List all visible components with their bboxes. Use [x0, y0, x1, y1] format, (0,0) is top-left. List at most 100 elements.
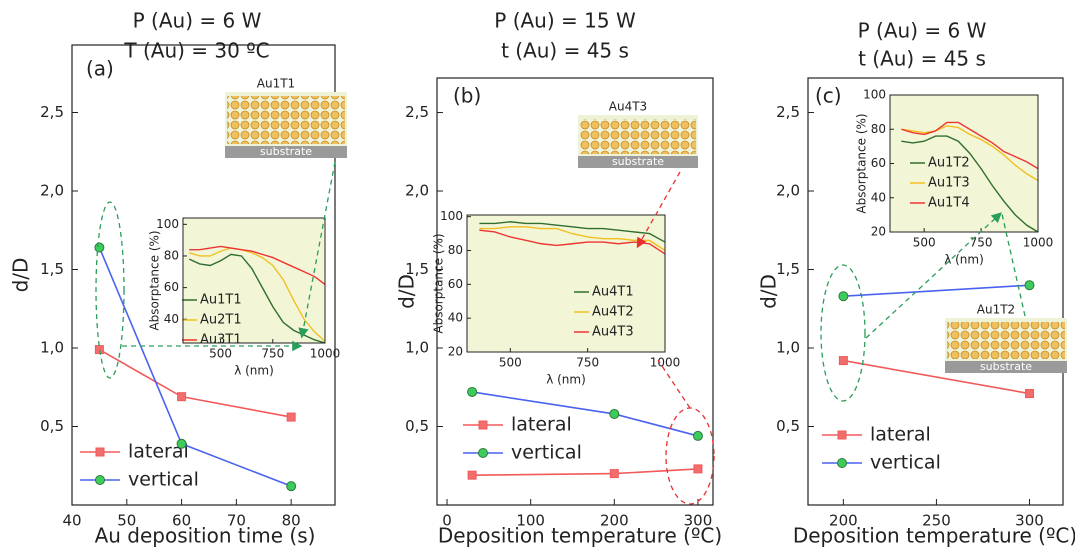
inset-background — [183, 218, 325, 343]
inset-legend-label: Au4T2 — [592, 305, 634, 320]
plot-frame — [807, 77, 1064, 506]
pointer — [865, 212, 1002, 339]
inset-y-label: Absorptance (%) — [432, 233, 446, 333]
y-tick-label: 2,0 — [405, 182, 429, 200]
inset-legend-label: Au1T4 — [928, 196, 970, 211]
x-tick-label: 0 — [442, 512, 452, 530]
highlight — [665, 407, 715, 505]
legend-label: vertical — [870, 452, 941, 474]
x-axis-label: Au deposition time (s) — [95, 524, 316, 548]
inset-legend-label: Au3T1 — [200, 333, 242, 348]
schematic-label: Au1T1 — [257, 77, 295, 91]
x-tick-label: 300 — [1015, 512, 1044, 530]
legend-marker — [837, 430, 847, 440]
legend-label: vertical — [128, 469, 199, 491]
spectrum-line — [901, 135, 1039, 233]
inset-legend-label: Au2T1 — [200, 313, 242, 328]
series-line — [843, 359, 1030, 395]
inset-legend-label: Au1T1 — [200, 293, 242, 308]
inset-x-tick-label: 1000 — [310, 347, 341, 361]
inset-x-label: λ (nm) — [944, 253, 984, 267]
legend-marker — [95, 475, 105, 485]
legend-marker — [478, 420, 488, 430]
schematic-label: Au1T2 — [977, 303, 1015, 317]
panel-label: (b) — [453, 84, 481, 108]
marker — [692, 430, 703, 441]
marker — [286, 481, 297, 492]
inset-frame — [182, 217, 326, 344]
marker — [467, 470, 477, 480]
y-tick-label: 2,0 — [776, 182, 800, 200]
legend-label: lateral — [128, 441, 189, 463]
inset-y-tick-label: 60 — [871, 156, 886, 170]
inset-legend-label: Au4T3 — [592, 325, 634, 340]
spectrum-line — [189, 247, 326, 342]
marker — [94, 345, 104, 355]
inset-background — [467, 215, 665, 352]
marker — [693, 464, 703, 474]
y-axis-label: d/D — [9, 258, 33, 293]
inset-x-label: λ (nm) — [546, 373, 586, 387]
inset-y-tick-label: 100 — [863, 88, 886, 102]
y-tick-label: 2,5 — [405, 103, 429, 121]
schematic-substrate — [225, 146, 347, 158]
x-tick-label: 40 — [62, 512, 81, 530]
y-axis-label: d/D — [757, 274, 781, 309]
inset-y-tick-label: 100 — [156, 217, 179, 231]
y-tick-label: 1,5 — [40, 260, 64, 278]
marker — [609, 469, 619, 479]
marker — [838, 356, 848, 366]
y-tick-label: 0,5 — [776, 417, 800, 435]
schematic-particles — [947, 322, 1065, 359]
title: T (Au) = 30 ºC — [123, 39, 269, 63]
spectrum-line — [479, 221, 666, 243]
x-tick-label: 80 — [282, 512, 301, 530]
schematic-label: Au4T3 — [609, 100, 647, 114]
legend-marker — [478, 448, 488, 458]
inset-x-tick-label: 750 — [576, 356, 599, 370]
y-tick-label: 1,0 — [405, 339, 429, 357]
inset-x-tick-label: 500 — [499, 356, 522, 370]
inset-y-label: Absorptance (%) — [148, 230, 162, 330]
inset-x-tick-label: 500 — [913, 236, 936, 250]
x-tick-label: 200 — [829, 512, 858, 530]
y-tick-label: 0,5 — [40, 417, 64, 435]
panel-label: (a) — [86, 57, 114, 81]
schematic-substrate-label: substrate — [612, 155, 664, 168]
inset-frame — [889, 94, 1039, 233]
inset-y-label: Absorptance (%) — [855, 113, 869, 213]
marker — [286, 412, 296, 422]
inset-frame — [466, 214, 666, 353]
inset-x-tick-label: 750 — [261, 347, 284, 361]
inset-x-tick-label: 500 — [209, 347, 232, 361]
inset-y-tick-label: 80 — [448, 243, 463, 257]
title: t (Au) = 45 s — [501, 39, 629, 63]
inset-y-tick-label: 20 — [871, 225, 886, 239]
x-tick-label: 100 — [516, 512, 545, 530]
spectrum-line — [901, 125, 1039, 182]
inset-x-label: λ (nm) — [234, 364, 274, 378]
title: t (Au) = 45 s — [858, 47, 986, 71]
schematic-substrate-label: substrate — [980, 360, 1032, 373]
legend-marker — [95, 447, 105, 457]
series-line — [472, 391, 699, 437]
marker — [177, 392, 187, 402]
schematic-substrate — [945, 361, 1067, 373]
title: P (Au) = 6 W — [133, 9, 262, 33]
inset-y-tick-label: 40 — [448, 311, 463, 325]
x-tick-label: 300 — [684, 512, 713, 530]
pointer — [298, 161, 336, 339]
plot-frame — [71, 44, 336, 506]
pointer — [657, 359, 691, 409]
series-line — [843, 284, 1030, 298]
title: P (Au) = 15 W — [494, 9, 636, 33]
legend-label: vertical — [511, 442, 582, 464]
x-tick-label: 60 — [172, 512, 191, 530]
schematic-substrate — [578, 156, 698, 168]
panel-label: (c) — [815, 84, 842, 108]
x-tick-label: 50 — [117, 512, 136, 530]
spectrum-line — [479, 229, 666, 255]
y-tick-label: 1,5 — [405, 260, 429, 278]
marker — [1024, 280, 1035, 291]
